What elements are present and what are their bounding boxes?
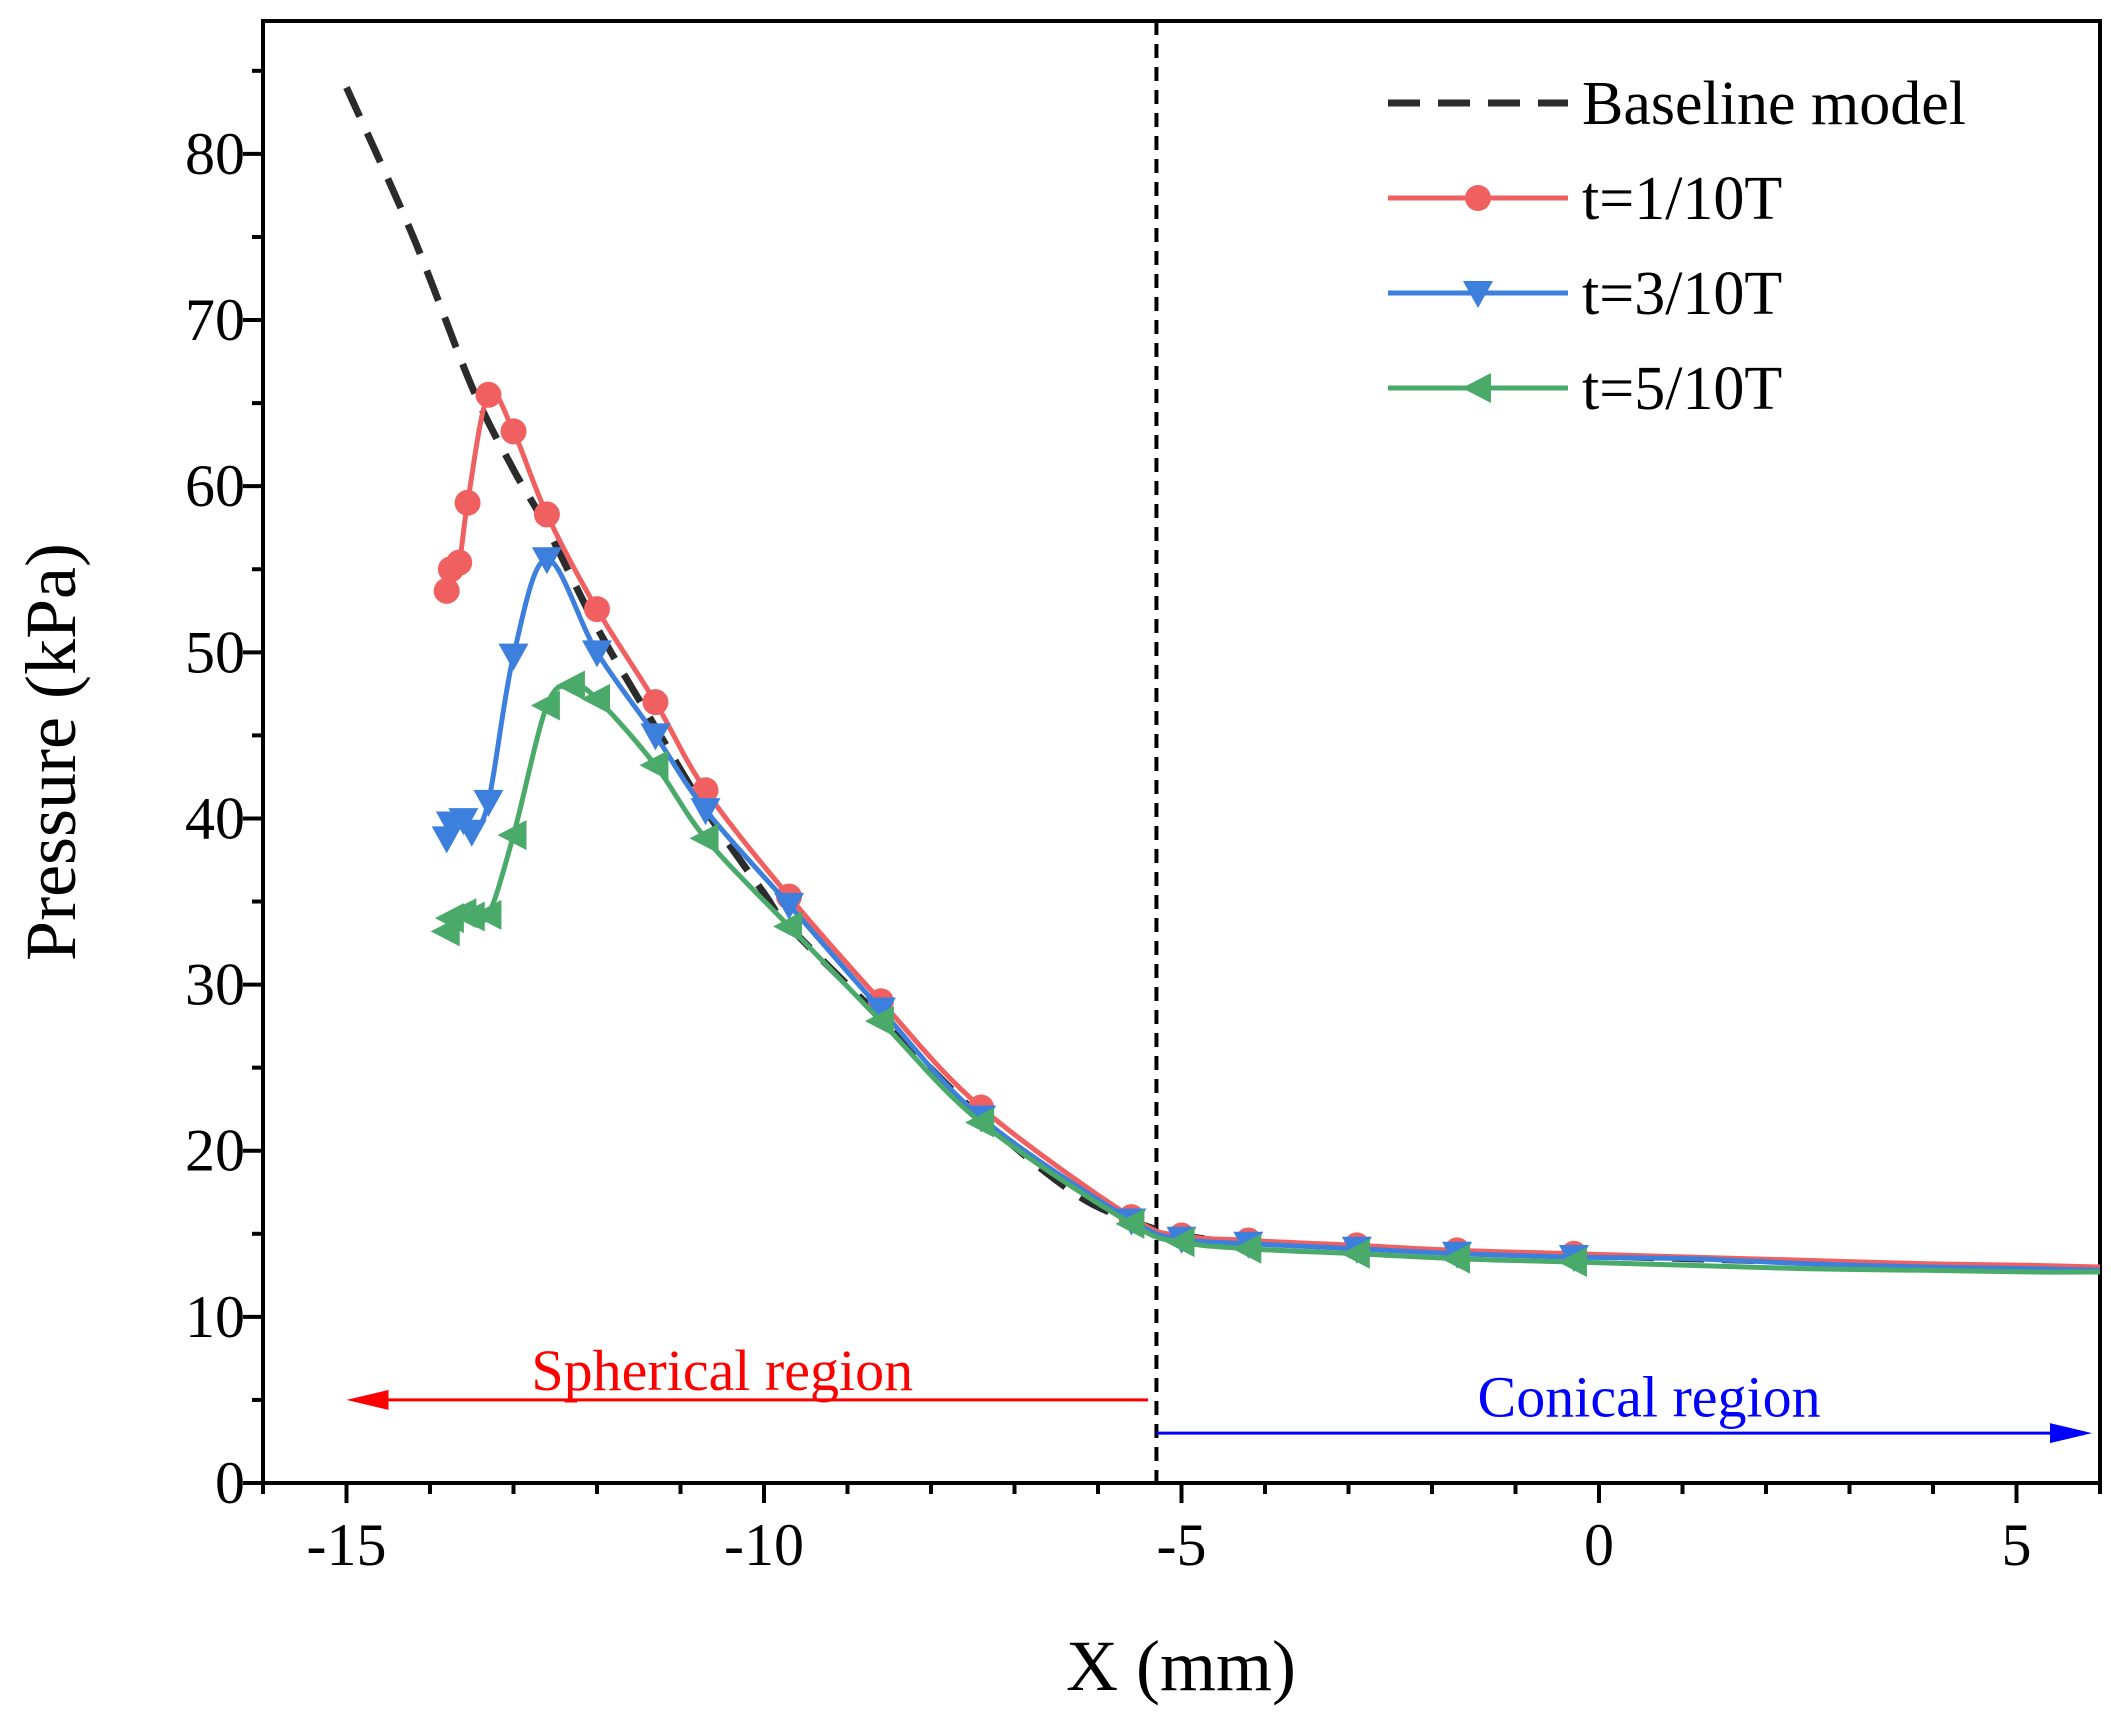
- series-line-2: [444, 556, 2100, 1273]
- x-tick-label-4: 5: [2002, 1512, 2032, 1578]
- legend-label-1: t=1/10T: [1582, 165, 1782, 233]
- data-point: [689, 823, 719, 854]
- data-point: [454, 489, 481, 516]
- series-layer: [343, 21, 2100, 1483]
- data-point: [692, 777, 719, 804]
- data-point: [1340, 1238, 1370, 1269]
- region-label-0: Spherical region: [531, 1338, 913, 1403]
- y-tick-label-4: 40: [185, 785, 245, 851]
- legend-item-2: t=3/10T: [1388, 260, 1782, 328]
- data-point: [864, 1006, 894, 1037]
- data-point: [456, 819, 487, 847]
- region-arrowhead-1: [2050, 1423, 2092, 1444]
- data-point: [555, 670, 585, 701]
- data-point: [530, 690, 560, 721]
- legend-label-0: Baseline model: [1582, 70, 1966, 138]
- series-3: [430, 670, 2100, 1278]
- y-tick-label-8: 80: [185, 121, 245, 187]
- region-annotation-0: Spherical region: [346, 1338, 1149, 1410]
- y-tick-label-2: 20: [185, 1118, 245, 1184]
- data-point: [455, 901, 485, 932]
- x-axis-title: X (mm): [1066, 1626, 1296, 1706]
- legend-label-2: t=3/10T: [1582, 260, 1782, 328]
- series-1: [433, 381, 2100, 1270]
- data-point: [500, 418, 527, 445]
- plot-area: [343, 21, 2100, 1483]
- data-point: [642, 689, 669, 716]
- data-point: [497, 820, 527, 851]
- data-point: [498, 643, 529, 671]
- data-point: [446, 549, 473, 576]
- region-arrowhead-0: [346, 1389, 389, 1410]
- x-tick-label-0: -15: [307, 1512, 387, 1578]
- y-tick-label-7: 70: [185, 287, 245, 353]
- data-point: [582, 640, 612, 668]
- series-line-0: [343, 86, 2100, 1273]
- data-point: [531, 547, 562, 575]
- x-tick-label-2: -5: [1157, 1512, 1207, 1578]
- legend: Baseline model t=1/10T t=3/10T t=5/10T: [1388, 70, 1966, 423]
- data-point: [433, 577, 460, 604]
- legend-marker-1: [1465, 185, 1491, 211]
- legend-item-0: Baseline model: [1388, 70, 1966, 138]
- data-point: [1165, 1227, 1195, 1258]
- data-point: [473, 789, 504, 817]
- data-point: [475, 381, 502, 408]
- data-point: [1441, 1243, 1471, 1274]
- data-point: [581, 683, 610, 714]
- y-tick-label-6: 60: [185, 453, 245, 519]
- data-point: [690, 798, 721, 826]
- data-point: [965, 1107, 995, 1138]
- y-axis-title: Pressure (kPa): [11, 543, 91, 961]
- data-point: [640, 723, 671, 751]
- x-tick-label-1: -10: [724, 1512, 804, 1578]
- region-annotation-1: Conical region: [1156, 1365, 2092, 1444]
- y-tick-label-1: 10: [185, 1284, 245, 1350]
- region-label-1: Conical region: [1478, 1365, 1821, 1430]
- legend-item-3: t=5/10T: [1388, 355, 1782, 423]
- legend-item-1: t=1/10T: [1388, 165, 1782, 233]
- data-point: [533, 501, 560, 528]
- series-line-3: [444, 682, 2100, 1275]
- data-point: [1232, 1233, 1262, 1264]
- y-tick-label-0: 0: [215, 1450, 245, 1516]
- data-point: [1557, 1247, 1587, 1278]
- legend-marker-3: [1462, 373, 1491, 403]
- data-point: [773, 911, 803, 942]
- data-point: [584, 596, 610, 623]
- y-tick-label-5: 50: [185, 619, 245, 685]
- data-point: [431, 826, 462, 854]
- data-point: [774, 892, 805, 920]
- data-point: [865, 997, 896, 1025]
- x-tick-label-3: 0: [1584, 1512, 1614, 1578]
- series-line-1: [444, 389, 2100, 1270]
- series-2: [431, 547, 2100, 1273]
- data-point: [639, 750, 669, 781]
- y-tick-label-3: 30: [185, 952, 245, 1018]
- annotation-layer: Spherical region Conical region: [346, 1338, 2092, 1444]
- series-0: [343, 86, 2100, 1273]
- data-point: [472, 899, 502, 930]
- legend-marker-2: [1463, 281, 1493, 308]
- legend-label-3: t=5/10T: [1582, 355, 1782, 423]
- data-point: [1115, 1208, 1145, 1239]
